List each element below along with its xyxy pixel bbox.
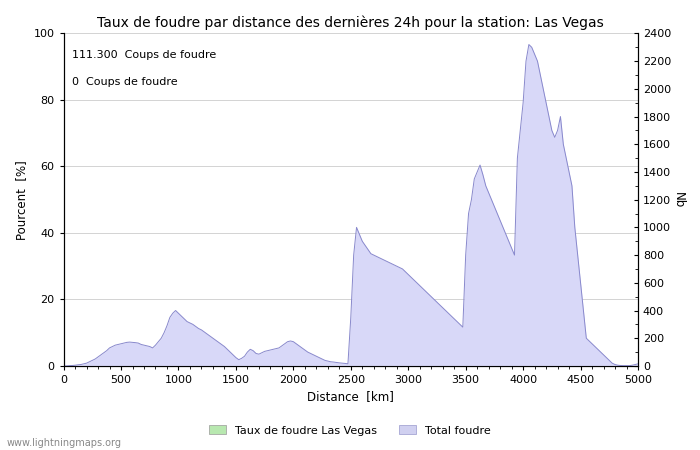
Y-axis label: Nb: Nb (672, 192, 685, 208)
Legend: Taux de foudre Las Vegas, Total foudre: Taux de foudre Las Vegas, Total foudre (205, 421, 495, 440)
Text: 111.300  Coups de foudre: 111.300 Coups de foudre (72, 50, 216, 60)
Text: www.lightningmaps.org: www.lightningmaps.org (7, 438, 122, 448)
Text: 0  Coups de foudre: 0 Coups de foudre (72, 76, 178, 87)
Y-axis label: Pourcent  [%]: Pourcent [%] (15, 160, 28, 239)
X-axis label: Distance  [km]: Distance [km] (307, 391, 394, 404)
Title: Taux de foudre par distance des dernières 24h pour la station: Las Vegas: Taux de foudre par distance des dernière… (97, 15, 604, 30)
